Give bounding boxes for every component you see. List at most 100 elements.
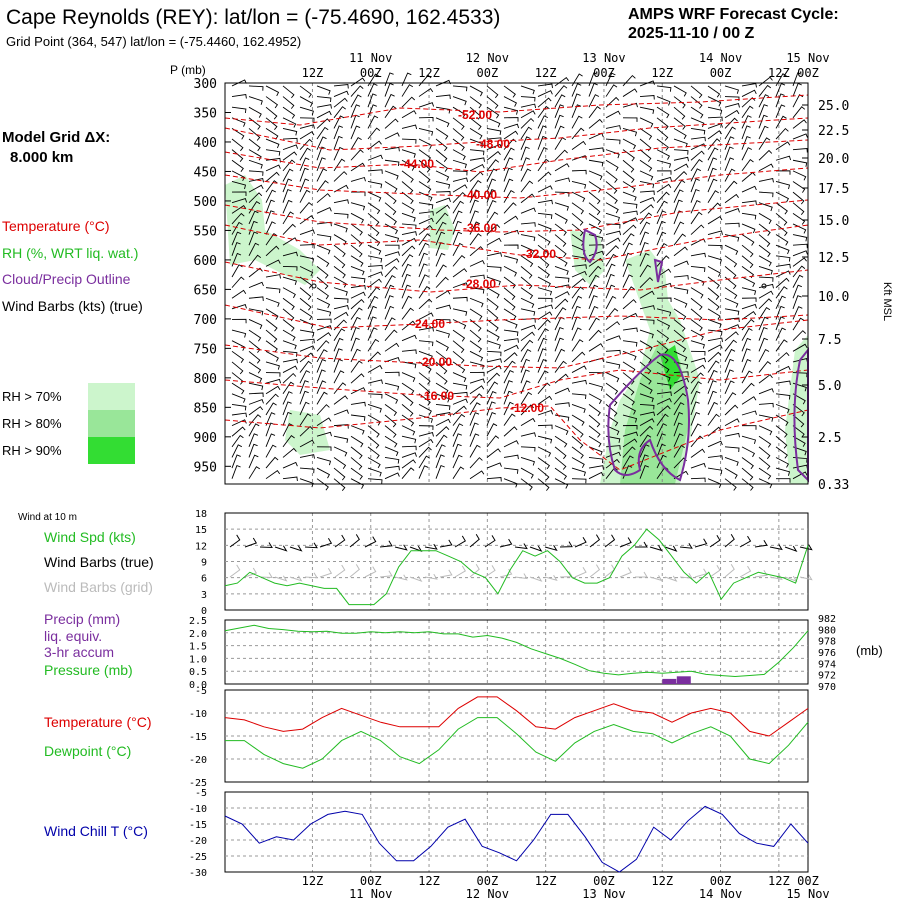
wind-barb xyxy=(588,170,603,181)
wind-barb xyxy=(741,337,752,352)
wind-barb xyxy=(605,245,620,257)
wind-barb xyxy=(401,181,414,194)
wind-barb xyxy=(707,116,723,122)
wind-barb xyxy=(333,171,348,182)
wind-barb xyxy=(469,470,485,480)
wind-barb xyxy=(503,338,519,343)
wind-barb xyxy=(537,328,549,341)
wind-barb xyxy=(401,245,416,257)
wind-barb xyxy=(418,242,430,256)
wind-barb xyxy=(656,454,667,469)
wind-barb xyxy=(520,110,536,119)
wind-barb xyxy=(282,106,296,119)
wind-barb xyxy=(690,150,705,161)
wind-barb xyxy=(537,223,552,233)
wind-barb xyxy=(758,467,772,480)
wind-barb xyxy=(418,465,429,479)
wind-barb xyxy=(656,255,670,267)
wind-barb xyxy=(231,128,245,140)
wind-barb xyxy=(639,425,654,437)
wind-barb xyxy=(452,191,466,204)
wind-barb xyxy=(537,409,554,416)
wind-barb xyxy=(690,85,703,99)
wind-barb xyxy=(265,232,278,246)
wind-barb xyxy=(673,275,689,280)
wind-barb xyxy=(367,278,382,288)
wind-speed-tick: 9 xyxy=(201,558,207,569)
wind-barb xyxy=(690,372,704,384)
wind-barb xyxy=(486,150,501,161)
wind-barb xyxy=(571,446,584,459)
wind-barb xyxy=(707,478,722,488)
wind-barb xyxy=(520,117,535,129)
wind-barb xyxy=(758,337,768,352)
wind-barb xyxy=(537,370,549,384)
wind-barb xyxy=(741,200,757,205)
wind-barb xyxy=(333,435,349,443)
wind-barb xyxy=(299,360,312,373)
wind-barb xyxy=(758,298,773,310)
wind-barb xyxy=(758,348,770,363)
wind-barb xyxy=(333,255,346,269)
wind-barb xyxy=(452,433,462,448)
temperature-contour xyxy=(224,167,809,199)
wind-barb xyxy=(690,117,705,128)
wind-barb xyxy=(741,370,753,384)
wind-barb xyxy=(231,340,246,351)
wind-barb xyxy=(571,435,584,449)
wind-barb xyxy=(503,390,513,405)
wind-barb xyxy=(384,244,400,250)
wind-barb xyxy=(554,244,567,258)
precip-bar xyxy=(676,676,691,684)
kft-tick-label: 20.0 xyxy=(818,152,849,167)
wind-barb xyxy=(418,393,431,406)
wind-barb xyxy=(588,250,605,257)
wind-barb xyxy=(792,82,802,97)
temperature-contour-label: -12.00 xyxy=(510,401,544,415)
wind-barb-true xyxy=(259,542,273,549)
temperature-contour xyxy=(224,261,809,293)
time-tick-bottom: 12Z xyxy=(418,874,440,888)
wind-barb xyxy=(435,252,446,267)
wind-barb xyxy=(333,424,349,429)
wind-barb xyxy=(418,217,434,225)
wind-barb xyxy=(741,255,754,269)
wind-barb xyxy=(520,276,533,290)
wind-barb xyxy=(656,329,670,342)
wind-barb xyxy=(656,128,669,141)
wind-barb xyxy=(656,391,672,396)
wind-barb xyxy=(265,385,281,395)
wind-barb xyxy=(520,324,536,331)
wind-barb xyxy=(282,168,294,182)
wind-barb-true xyxy=(454,535,466,548)
wind-barb xyxy=(282,372,297,384)
wind-barb xyxy=(486,358,502,363)
wind-barb xyxy=(554,478,569,489)
windchill-tick: -10 xyxy=(189,804,207,815)
wind-barb xyxy=(350,255,364,267)
wind-barb xyxy=(265,350,279,362)
wind-barb xyxy=(299,329,315,337)
wind-barb xyxy=(350,337,360,352)
wind-barb xyxy=(537,297,553,303)
wind-barb xyxy=(741,478,754,491)
wind-barb xyxy=(248,192,263,204)
wind-barb xyxy=(605,382,619,395)
wind-barb xyxy=(452,149,466,161)
wind-barb xyxy=(792,471,808,480)
wind-barb xyxy=(520,207,536,214)
wind-barb xyxy=(401,237,417,246)
wind-barb xyxy=(248,210,259,225)
wind-barb xyxy=(350,162,366,172)
wind-barb xyxy=(775,457,790,468)
wind-barb xyxy=(588,404,601,417)
wind-barb xyxy=(707,202,721,214)
wind-barb xyxy=(707,96,722,107)
wind-barb xyxy=(690,364,706,373)
wind-barb xyxy=(537,125,547,140)
wind-barb xyxy=(520,404,535,416)
wind-barb xyxy=(758,276,774,282)
wind-barb xyxy=(537,255,550,269)
wind-barb xyxy=(792,343,808,352)
temperature-contour-label: -16.00 xyxy=(420,389,454,403)
